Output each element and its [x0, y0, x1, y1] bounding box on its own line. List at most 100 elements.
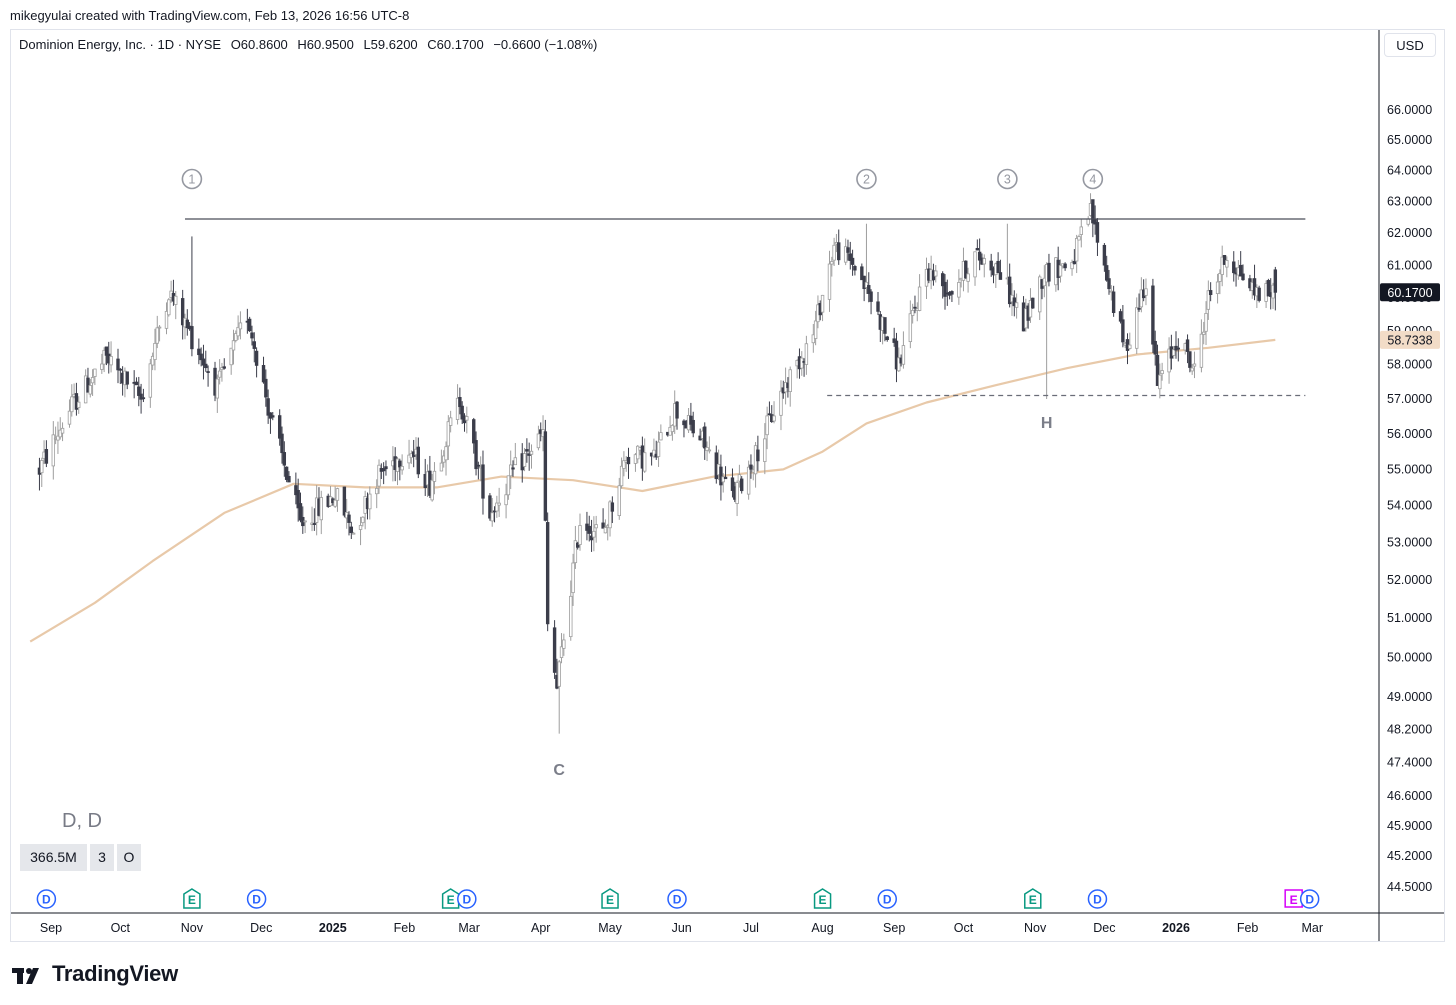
wave-label-1[interactable]: 1 — [181, 168, 203, 190]
earnings-marker-letter: E — [1029, 893, 1037, 907]
candle-body — [1121, 319, 1125, 343]
candle-body — [973, 251, 977, 278]
candle-body — [705, 447, 709, 451]
tradingview-brand[interactable]: TradingView — [12, 960, 178, 988]
earnings-marker[interactable]: E — [183, 888, 201, 909]
candle-body — [894, 340, 899, 370]
candle-body — [1128, 344, 1132, 349]
candle-body — [1047, 262, 1051, 282]
candle-body — [885, 336, 889, 340]
dividend-marker-letter: D — [1093, 893, 1102, 907]
candle-body — [897, 357, 901, 372]
candle-body — [432, 470, 437, 482]
candle-body — [1167, 348, 1171, 373]
earnings-marker-shape — [1024, 888, 1042, 909]
wave-label-4[interactable]: 4 — [1082, 168, 1104, 190]
candle-body — [719, 466, 723, 486]
candle-body — [559, 646, 564, 658]
price-tick-label: 46.6000 — [1387, 789, 1432, 803]
candle-body — [1086, 218, 1090, 225]
wave-circle — [856, 168, 877, 190]
candle-body — [608, 501, 612, 529]
candle-body — [850, 257, 855, 265]
candle-body — [788, 369, 792, 393]
earnings-marker-letter: E — [1290, 893, 1298, 907]
candle-body — [206, 371, 210, 373]
candle-body — [950, 291, 954, 295]
moving-average-text: 58.7338 — [1387, 333, 1432, 347]
earnings-marker[interactable]: E — [1024, 888, 1042, 909]
wave-letter-H: H — [1041, 415, 1053, 432]
earnings-marker[interactable]: E — [813, 888, 832, 909]
candle-body — [497, 502, 501, 506]
dividend-marker[interactable]: D — [1087, 889, 1108, 909]
candle-body — [578, 525, 582, 545]
candle-body — [476, 464, 481, 467]
dividend-marker-circle — [36, 889, 57, 909]
dividend-marker-circle — [1087, 889, 1108, 909]
tradingview-wordmark: TradingView — [52, 961, 178, 986]
earnings-marker-letter: E — [447, 893, 455, 907]
candle-body — [998, 272, 1003, 280]
legend-symbol[interactable]: Dominion Energy, Inc. · 1D · NYSE — [19, 37, 222, 52]
dividend-marker[interactable]: D — [246, 889, 267, 909]
candle-body — [215, 378, 220, 399]
candle-body — [594, 524, 598, 529]
price-tick-label: 44.5000 — [1387, 880, 1432, 894]
candle-body — [150, 355, 155, 366]
candle-body — [347, 514, 351, 523]
candle-body — [93, 368, 97, 377]
candle-body — [444, 446, 448, 461]
candle-body — [446, 421, 451, 447]
candle-body — [139, 393, 143, 400]
candle-body — [157, 326, 162, 329]
price-tick-label: 61.0000 — [1387, 258, 1432, 272]
candle-body — [536, 433, 541, 449]
time-tick-label: Oct — [954, 921, 974, 935]
candle-body — [488, 495, 492, 519]
candle-body — [261, 365, 266, 383]
candle-body — [1215, 281, 1220, 294]
candle-body — [201, 358, 206, 366]
candle-body — [472, 419, 476, 444]
dividend-marker[interactable]: D — [1299, 889, 1320, 909]
currency-selector[interactable]: USD — [1384, 33, 1436, 57]
candle-body — [675, 401, 679, 419]
time-tick-label: Apr — [531, 921, 550, 935]
candle-body — [943, 281, 947, 297]
candle-body — [804, 343, 809, 365]
price-tick-label: 49.0000 — [1387, 690, 1432, 704]
earnings-marker[interactable]: E — [441, 888, 460, 909]
wave-label-2[interactable]: 2 — [856, 168, 877, 190]
volume-count-box: 3 — [90, 844, 114, 871]
earnings-marker[interactable]: E — [1284, 889, 1303, 908]
candle-body — [557, 661, 561, 687]
dividend-marker[interactable]: D — [36, 889, 57, 909]
candle-body — [1206, 290, 1211, 310]
dividend-marker-circle — [246, 889, 267, 909]
wave-letter-C: C — [553, 762, 565, 779]
price-tick-label: 51.0000 — [1387, 611, 1432, 625]
dividend-marker[interactable]: D — [667, 889, 687, 909]
candle-body — [1257, 287, 1261, 301]
chart-frame — [10, 29, 1445, 942]
moving-average-badge — [1380, 330, 1440, 349]
candle-body — [1273, 269, 1278, 293]
candle-body — [966, 273, 970, 282]
candle-body — [1070, 262, 1074, 270]
dividend-marker[interactable]: D — [457, 889, 477, 909]
dividend-marker[interactable]: D — [877, 889, 897, 909]
candle-body — [118, 368, 123, 371]
wave-label-3[interactable]: 3 — [997, 168, 1018, 190]
candle-body — [636, 445, 640, 460]
candle-body — [848, 253, 852, 261]
candle-body — [820, 294, 825, 313]
candle-body — [474, 440, 478, 470]
candle-body — [1171, 349, 1176, 356]
candle-body — [867, 285, 871, 294]
candle-body — [763, 438, 767, 462]
earnings-marker[interactable]: E — [601, 888, 619, 909]
time-tick-label: Dec — [250, 921, 272, 935]
candle-body — [642, 452, 647, 472]
